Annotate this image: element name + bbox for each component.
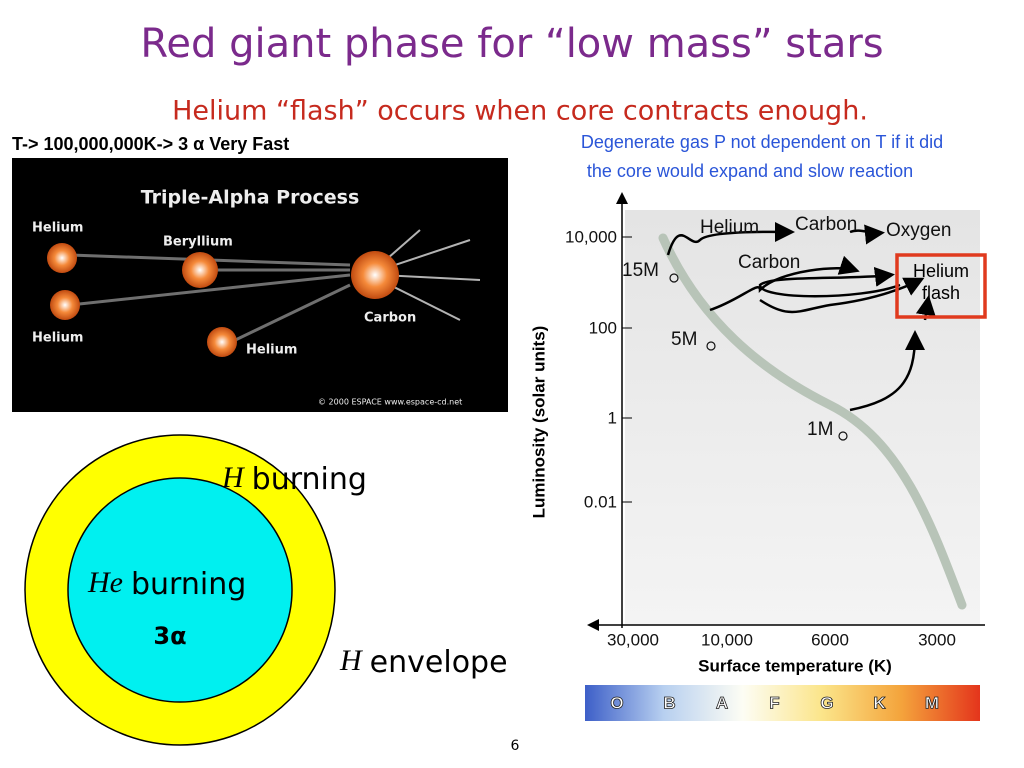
sun-symbol <box>669 273 679 283</box>
sun-symbol <box>838 431 848 441</box>
symbol: He <box>87 566 123 599</box>
core-label: He burning <box>87 566 246 602</box>
image-label: Helium <box>246 343 297 358</box>
y-tick-label: 0.01 <box>584 492 617 511</box>
x-tick-label: 30,000 <box>607 630 659 649</box>
track <box>849 224 885 245</box>
spectral-class: O <box>610 693 623 712</box>
inner-core <box>67 477 293 703</box>
mass-label: 15M <box>622 260 659 281</box>
flash-box <box>895 253 987 319</box>
track <box>759 277 925 314</box>
reaction-label: 3α <box>153 622 186 650</box>
page-number: 6 <box>511 738 520 754</box>
main-sequence <box>658 233 967 610</box>
nucleus <box>47 243 77 273</box>
image-label: Beryllium <box>163 235 233 250</box>
right-note: Degenerate gas P not dependent on T if i… <box>581 132 943 152</box>
symbol: H <box>221 461 246 494</box>
label-text: burning <box>252 462 367 497</box>
annotation: Carbon <box>738 252 800 273</box>
spectral-class: G <box>820 693 833 712</box>
burst <box>379 229 481 321</box>
track <box>849 330 925 412</box>
mass-label: 1M <box>807 419 833 440</box>
mass-label: 5M <box>671 329 697 350</box>
spectral-strip <box>585 685 980 721</box>
x-tick-label: 10,000 <box>701 630 753 649</box>
x-tick-label: 3000 <box>918 630 956 649</box>
annotation: Carbon <box>795 214 857 235</box>
image-label: Helium <box>32 331 83 346</box>
y-tick-label: 1 <box>608 408 617 427</box>
track <box>709 255 860 312</box>
image-credit: © 2000 ESPACE www.espace-cd.net <box>318 398 462 407</box>
y-tick-label: 10,000 <box>565 227 617 246</box>
subtitle: Helium “flash” occurs when core contract… <box>172 96 868 127</box>
annotation: Helium <box>700 217 759 238</box>
nucleus <box>182 252 218 288</box>
title: Red giant phase for “low mass” stars <box>140 21 883 67</box>
spectral-class: K <box>873 693 886 712</box>
image-label: Carbon <box>364 311 416 326</box>
flash-label: flash <box>922 283 960 303</box>
flash-label: Helium <box>913 261 969 281</box>
spectral-class: A <box>716 693 728 712</box>
nucleus <box>50 290 80 320</box>
image-title: Triple-Alpha Process <box>141 187 360 209</box>
annotation: Oxygen <box>886 220 951 241</box>
y-axis-label: Luminosity (solar units) <box>529 326 548 519</box>
left-note: T-> 100,000,000K-> 3 α Very Fast <box>12 134 289 154</box>
nucleus <box>207 327 237 357</box>
image-label: Helium <box>32 221 83 236</box>
sun-symbol <box>706 341 716 351</box>
label-text: envelope <box>370 645 508 680</box>
x-axis-label: Surface temperature (K) <box>698 656 892 675</box>
right-note: the core would expand and slow reaction <box>587 161 913 181</box>
spectral-class: F <box>769 693 779 712</box>
nucleus <box>351 251 399 299</box>
y-tick-label: 100 <box>589 318 617 337</box>
spectral-class: M <box>925 693 939 712</box>
track <box>666 221 795 256</box>
triple-alpha-image: Triple-Alpha Process Helium Beryllium He… <box>12 158 508 412</box>
spectral-class: B <box>663 693 675 712</box>
x-tick-label: 6000 <box>811 630 849 649</box>
hr-diagram: 10,000 100 1 0.01 30,000 10,000 6000 300… <box>529 192 987 721</box>
track <box>758 266 901 298</box>
label-text: burning <box>131 567 246 602</box>
symbol: H <box>339 644 364 677</box>
